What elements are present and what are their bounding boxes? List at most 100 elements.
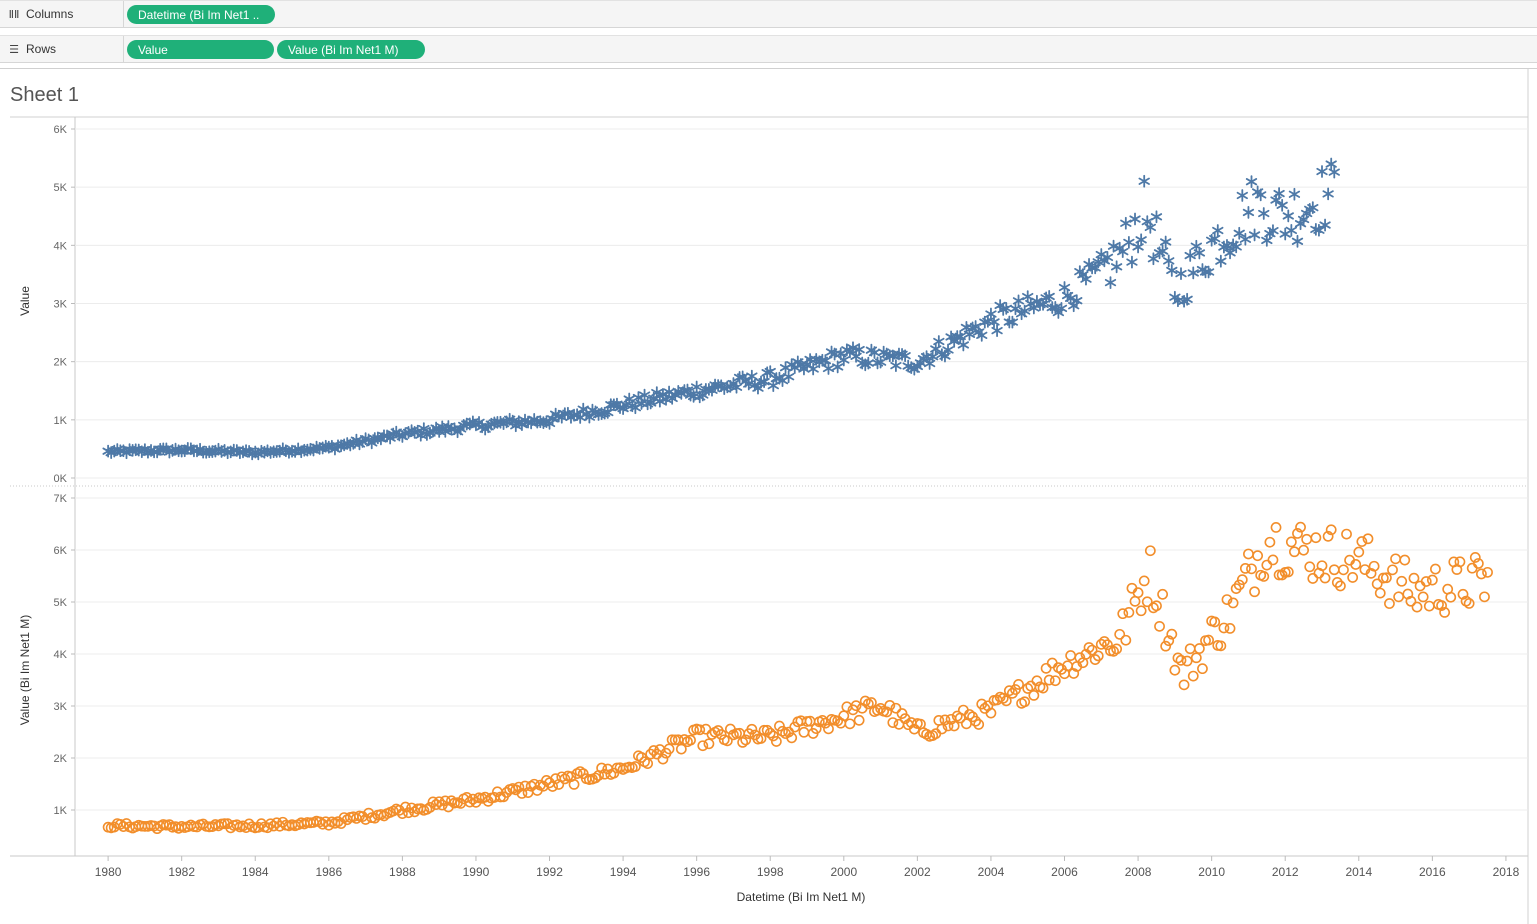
bottom-data-point bbox=[427, 796, 439, 808]
top-data-point bbox=[1043, 290, 1055, 303]
bottom-y-tick-label: 1K bbox=[54, 805, 68, 817]
bottom-data-point bbox=[1227, 597, 1239, 609]
top-data-point bbox=[1163, 254, 1175, 268]
top-data-point bbox=[862, 356, 874, 370]
bottom-data-point bbox=[574, 766, 586, 778]
bottom-data-point bbox=[1151, 600, 1162, 612]
x-tick-label: 2006 bbox=[1051, 865, 1078, 879]
bottom-data-point bbox=[1423, 600, 1435, 612]
top-data-point bbox=[838, 353, 850, 367]
bottom-data-point bbox=[1138, 575, 1150, 587]
bottom-data-point bbox=[875, 703, 886, 714]
bottom-data-point bbox=[323, 819, 335, 831]
rows-pill-value-bi-im-net1[interactable]: Value (Bi Im Net1 M) bbox=[277, 40, 425, 59]
bottom-data-point bbox=[1114, 628, 1126, 640]
bottom-data-point bbox=[642, 758, 654, 769]
bottom-data-point bbox=[1013, 679, 1024, 690]
top-data-point bbox=[1202, 265, 1215, 279]
top-data-point bbox=[1193, 246, 1206, 260]
bottom-data-point bbox=[433, 796, 445, 808]
bottom-data-point bbox=[1307, 573, 1319, 584]
bottom-data-point bbox=[1396, 575, 1408, 587]
bottom-data-point bbox=[1476, 568, 1487, 580]
bottom-data-point bbox=[786, 732, 798, 744]
top-data-point bbox=[1236, 189, 1248, 202]
bottom-data-point bbox=[1135, 605, 1147, 617]
bottom-data-point bbox=[1169, 664, 1181, 676]
bottom-data-point bbox=[1292, 527, 1303, 539]
bottom-data-point bbox=[559, 773, 571, 785]
bottom-data-point bbox=[1371, 578, 1383, 590]
top-data-point bbox=[1110, 260, 1123, 274]
top-data-point bbox=[887, 349, 899, 363]
bottom-data-point bbox=[1098, 636, 1110, 647]
bottom-data-point bbox=[884, 699, 896, 711]
top-data-point bbox=[1138, 174, 1150, 188]
top-data-point bbox=[1135, 233, 1147, 247]
top-data-point bbox=[1258, 207, 1270, 220]
bottom-data-point bbox=[810, 723, 822, 734]
top-data-point bbox=[1279, 227, 1291, 241]
top-data-point bbox=[847, 341, 859, 355]
bottom-data-point bbox=[1334, 580, 1346, 592]
bottom-data-point bbox=[890, 702, 902, 714]
top-data-point bbox=[890, 359, 902, 373]
bottom-data-point bbox=[1445, 591, 1457, 603]
bottom-data-point bbox=[764, 727, 776, 739]
top-data-point bbox=[1319, 218, 1331, 232]
top-data-point bbox=[1328, 165, 1340, 179]
bottom-data-point bbox=[1175, 654, 1187, 666]
x-tick-label: 1992 bbox=[536, 865, 563, 879]
bottom-data-point bbox=[1316, 560, 1328, 572]
bottom-data-point bbox=[1028, 689, 1040, 701]
top-data-point bbox=[1012, 294, 1025, 308]
bottom-data-point bbox=[1301, 533, 1313, 545]
bottom-data-point bbox=[568, 778, 580, 790]
x-tick-label: 1998 bbox=[757, 865, 784, 879]
top-y-axis: 0K 1K 2K 3K 4K 5K 6K bbox=[54, 124, 75, 485]
rows-pill-value[interactable]: Value bbox=[127, 40, 274, 59]
top-data-point bbox=[1120, 216, 1132, 230]
bottom-data-point bbox=[1141, 596, 1153, 608]
bottom-data-point bbox=[1365, 567, 1377, 579]
bottom-data-point bbox=[629, 761, 641, 772]
bottom-data-point bbox=[1203, 634, 1214, 646]
bottom-data-point bbox=[1117, 608, 1129, 620]
bottom-data-point bbox=[1368, 560, 1380, 572]
top-data-point bbox=[1117, 245, 1129, 259]
bottom-data-point bbox=[1322, 530, 1334, 542]
top-data-point bbox=[1230, 240, 1242, 254]
bottom-data-point bbox=[1215, 640, 1227, 652]
top-data-point bbox=[691, 380, 703, 394]
x-tick-label: 2014 bbox=[1345, 865, 1372, 879]
bottom-data-point bbox=[314, 816, 326, 828]
bottom-data-point bbox=[770, 736, 782, 747]
columns-pill-datetime[interactable]: Datetime (Bi Im Net1 .. bbox=[127, 5, 275, 24]
top-data-point bbox=[1101, 250, 1114, 264]
bottom-data-point bbox=[1479, 591, 1490, 603]
top-data-point bbox=[1242, 206, 1255, 219]
top-data-point bbox=[1267, 224, 1279, 238]
bottom-data-point bbox=[1380, 572, 1392, 584]
bottom-data-point bbox=[758, 724, 770, 736]
top-data-point bbox=[1233, 226, 1245, 240]
top-data-point bbox=[1316, 165, 1328, 178]
bottom-data-point bbox=[1454, 556, 1466, 568]
top-data-point bbox=[1129, 212, 1141, 226]
bottom-data-point bbox=[1469, 552, 1481, 563]
bottom-data-point bbox=[596, 762, 608, 774]
bottom-data-point bbox=[396, 808, 408, 820]
top-data-point bbox=[1071, 294, 1083, 308]
bottom-data-point bbox=[1408, 572, 1420, 584]
x-tick-label: 1994 bbox=[610, 865, 637, 879]
bottom-data-point bbox=[1347, 572, 1359, 583]
top-data-point bbox=[1181, 292, 1193, 306]
bottom-data-point bbox=[663, 743, 675, 755]
rows-icon: ☰ bbox=[9, 43, 19, 56]
bottom-data-point bbox=[1353, 546, 1365, 558]
top-data-point bbox=[782, 370, 795, 384]
bottom-data-point bbox=[1068, 668, 1080, 679]
bottom-data-point bbox=[464, 796, 476, 808]
bottom-data-point bbox=[1233, 579, 1245, 591]
